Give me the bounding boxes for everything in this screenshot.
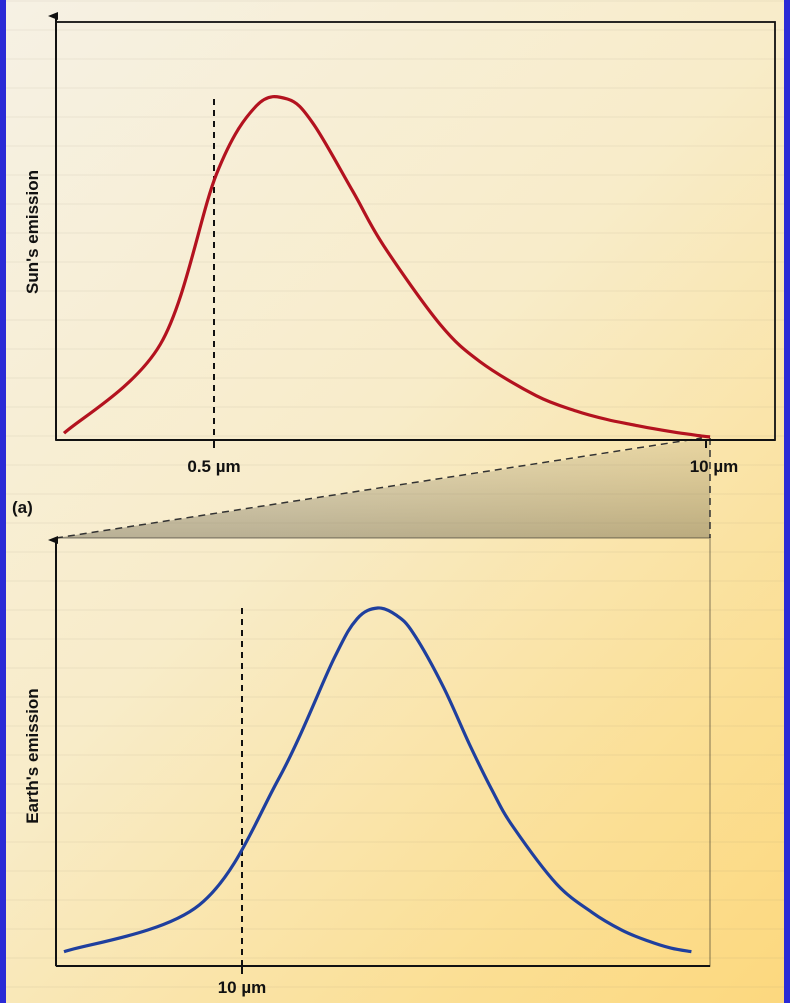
panel-label-a: (a) (12, 498, 33, 517)
sun-y-axis-title: Sun's emission (23, 170, 42, 294)
earth-y-axis-title: Earth's emission (23, 688, 42, 823)
zoom-guide-left (55, 437, 703, 539)
sun-panel-frame (55, 21, 776, 441)
earth-panel-frame (55, 537, 711, 967)
earth-emission-curve (63, 606, 692, 954)
earth-tick-label-10um: 10 µm (218, 978, 267, 997)
sun-tick-label-0.5um: 0.5 µm (187, 457, 240, 476)
sun-emission-curve (62, 95, 711, 439)
sun-tick-label-10um: 10 µm (690, 457, 739, 476)
figure-panel: 0.5 µm 10 µm Sun's emission (a) 10 µm Ea… (6, 0, 784, 1003)
emission-chart: 0.5 µm 10 µm Sun's emission (a) 10 µm Ea… (12, 12, 776, 997)
